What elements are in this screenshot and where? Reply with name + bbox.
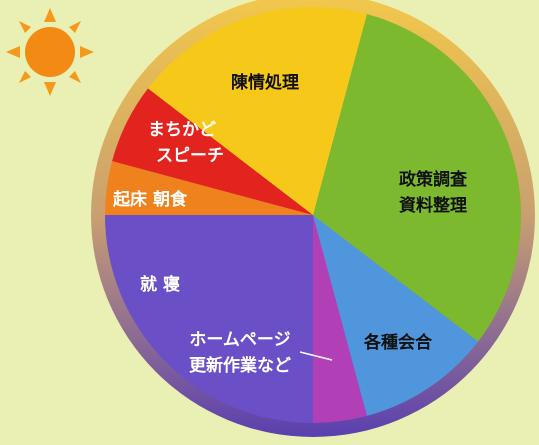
pie-slice	[105, 215, 313, 423]
slice-label: スピーチ	[156, 146, 224, 166]
slice-label: 資料整理	[399, 195, 467, 216]
leader-line	[299, 351, 333, 361]
slice-label: ホームページ	[189, 330, 290, 350]
slice-label: 就 寝	[140, 274, 180, 295]
sun-icon	[6, 8, 94, 96]
slice-label: 各種会合	[363, 332, 433, 353]
slice-label: 政策調査	[399, 169, 468, 190]
pie-slice	[112, 88, 313, 215]
slice-label: 起床 朝食	[112, 189, 188, 210]
slice-label: 更新作業など	[189, 355, 291, 376]
pie-slice	[147, 6, 367, 216]
pie-slice	[105, 161, 313, 215]
slice-label: まちかど	[148, 120, 216, 140]
pie-slice	[313, 14, 521, 342]
pie-slice	[313, 215, 367, 423]
slice-label: 陳情処理	[231, 72, 299, 93]
pie-slice	[313, 215, 479, 416]
